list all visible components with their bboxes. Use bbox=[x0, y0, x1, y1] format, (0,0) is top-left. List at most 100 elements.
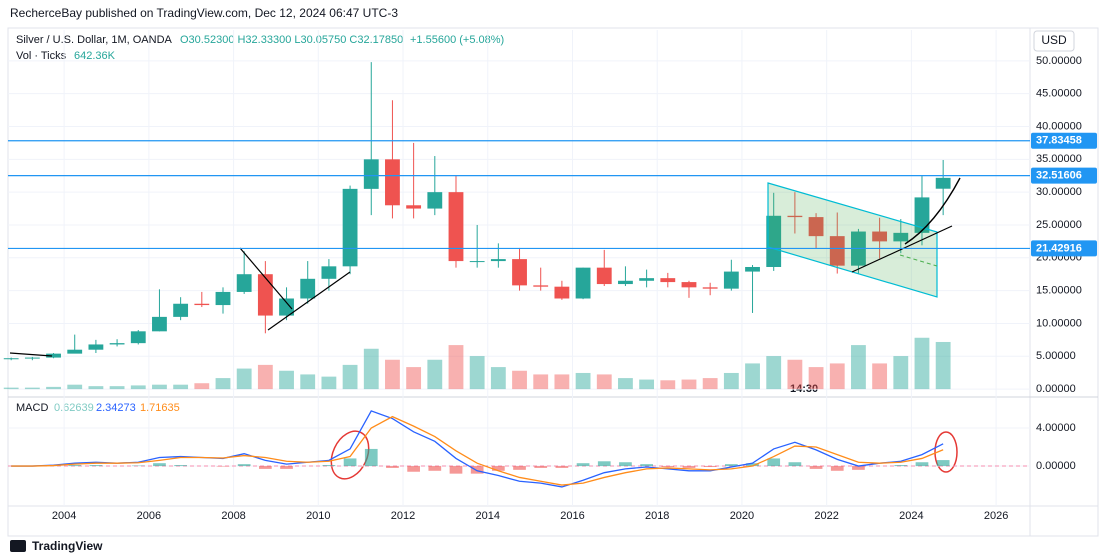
volume-bar bbox=[702, 378, 718, 390]
histogram-bar bbox=[322, 465, 336, 467]
x-tick-label: 2024 bbox=[899, 510, 923, 522]
macd-line bbox=[11, 410, 944, 488]
histogram-bar bbox=[640, 464, 653, 467]
candle-body bbox=[130, 331, 146, 344]
candle-body bbox=[808, 217, 824, 237]
volume-bar bbox=[512, 370, 527, 390]
candle-body bbox=[194, 303, 210, 306]
volume-bar bbox=[723, 372, 739, 390]
volume-bar bbox=[490, 367, 506, 390]
candle-body bbox=[829, 236, 845, 266]
macd-line-value: 2.34273 bbox=[96, 402, 136, 414]
logo bbox=[10, 540, 26, 552]
volume-bar bbox=[236, 368, 252, 390]
candle-body bbox=[448, 192, 464, 262]
channel bbox=[767, 182, 938, 298]
histogram-bar bbox=[513, 466, 526, 470]
candle-body bbox=[67, 349, 83, 354]
trend-line bbox=[267, 271, 351, 331]
volume-bar bbox=[914, 337, 930, 390]
histogram-bar bbox=[428, 466, 442, 471]
volume-bar bbox=[109, 386, 125, 390]
histogram-bar bbox=[809, 466, 823, 469]
candle-body bbox=[512, 259, 527, 286]
candle-body bbox=[914, 197, 930, 233]
volume-bar bbox=[554, 374, 570, 390]
candle-body bbox=[639, 278, 655, 281]
level-label: 32.51606 bbox=[1036, 170, 1082, 182]
candle-body bbox=[385, 159, 400, 206]
histogram-bar bbox=[915, 462, 929, 467]
drawings bbox=[9, 177, 961, 480]
volume-value: 642.36K bbox=[74, 50, 116, 62]
histogram-bar bbox=[534, 466, 548, 468]
macd-hist-value: 0.62639 bbox=[54, 402, 94, 414]
candle-body bbox=[935, 177, 951, 189]
level-label: 21.42916 bbox=[1036, 242, 1082, 254]
candle-body bbox=[787, 215, 803, 218]
candle-body bbox=[469, 261, 485, 263]
candle-body bbox=[88, 344, 104, 350]
candle-body bbox=[554, 286, 570, 299]
volume-bar bbox=[893, 356, 909, 390]
candle-body bbox=[702, 287, 718, 289]
volume-bar bbox=[321, 376, 337, 390]
volume-bar bbox=[342, 364, 358, 390]
macd-label: MACD bbox=[16, 402, 48, 414]
volume-bar bbox=[24, 387, 40, 390]
volume-bar bbox=[575, 372, 591, 390]
volume-bar bbox=[406, 367, 422, 390]
candle-body bbox=[596, 267, 612, 285]
histogram-bar bbox=[788, 462, 802, 467]
volume-bar bbox=[385, 359, 400, 390]
candle-body bbox=[490, 259, 506, 262]
currency[interactable]: USD bbox=[1041, 33, 1067, 47]
volume-bar bbox=[67, 384, 83, 390]
x-tick-label: 2012 bbox=[391, 510, 415, 522]
volume-label: Vol · Ticks bbox=[16, 50, 67, 62]
candle-body bbox=[257, 274, 273, 316]
histogram-bar bbox=[682, 466, 696, 468]
x-tick-label: 2006 bbox=[137, 510, 161, 522]
histogram-bar bbox=[386, 466, 399, 468]
candle-body bbox=[618, 280, 633, 285]
candle-body bbox=[236, 274, 252, 292]
macd-signal-value: 1.71635 bbox=[140, 402, 180, 414]
x-tick-label: 2026 bbox=[984, 510, 1008, 522]
ohlc: O30.52300 H32.33300 L30.05750 C32.17850 bbox=[180, 34, 403, 46]
y-tick-label: 10.00000 bbox=[1036, 317, 1082, 329]
histogram-bar bbox=[407, 466, 420, 472]
y-tick-label: 4.00000 bbox=[1036, 422, 1076, 434]
candle-body bbox=[745, 266, 760, 272]
chart-frame bbox=[7, 27, 1099, 537]
volume-bar bbox=[363, 348, 379, 390]
histogram-bar bbox=[343, 458, 357, 467]
volume-bar bbox=[215, 378, 231, 390]
volume-bar bbox=[279, 370, 294, 390]
level-tag bbox=[1031, 132, 1097, 149]
candle-body bbox=[681, 282, 697, 288]
volume-bar bbox=[194, 383, 210, 390]
y-tick-label: 15.00000 bbox=[1036, 285, 1082, 297]
candle-body bbox=[893, 232, 909, 242]
y-tick-label: 50.00000 bbox=[1036, 55, 1082, 67]
highlight-ellipse bbox=[934, 431, 958, 473]
histogram-bar bbox=[852, 466, 865, 470]
footer: TradingView bbox=[32, 539, 103, 553]
histogram-bar bbox=[280, 466, 293, 469]
volume-bar bbox=[300, 374, 316, 390]
volume-bar bbox=[935, 341, 951, 390]
candle-body bbox=[279, 298, 294, 316]
histogram-bar bbox=[364, 448, 378, 467]
x-tick-label: 2018 bbox=[645, 510, 669, 522]
candle-body bbox=[215, 291, 231, 306]
y-tick-label: 45.00000 bbox=[1036, 88, 1082, 100]
currency-button[interactable] bbox=[1033, 30, 1075, 52]
candle-body bbox=[766, 215, 782, 267]
candle-body bbox=[575, 267, 591, 299]
histogram-bar bbox=[597, 461, 611, 467]
x-tick-label: 2008 bbox=[221, 510, 245, 522]
histogram-bar bbox=[894, 465, 908, 467]
candle-body bbox=[300, 278, 316, 299]
